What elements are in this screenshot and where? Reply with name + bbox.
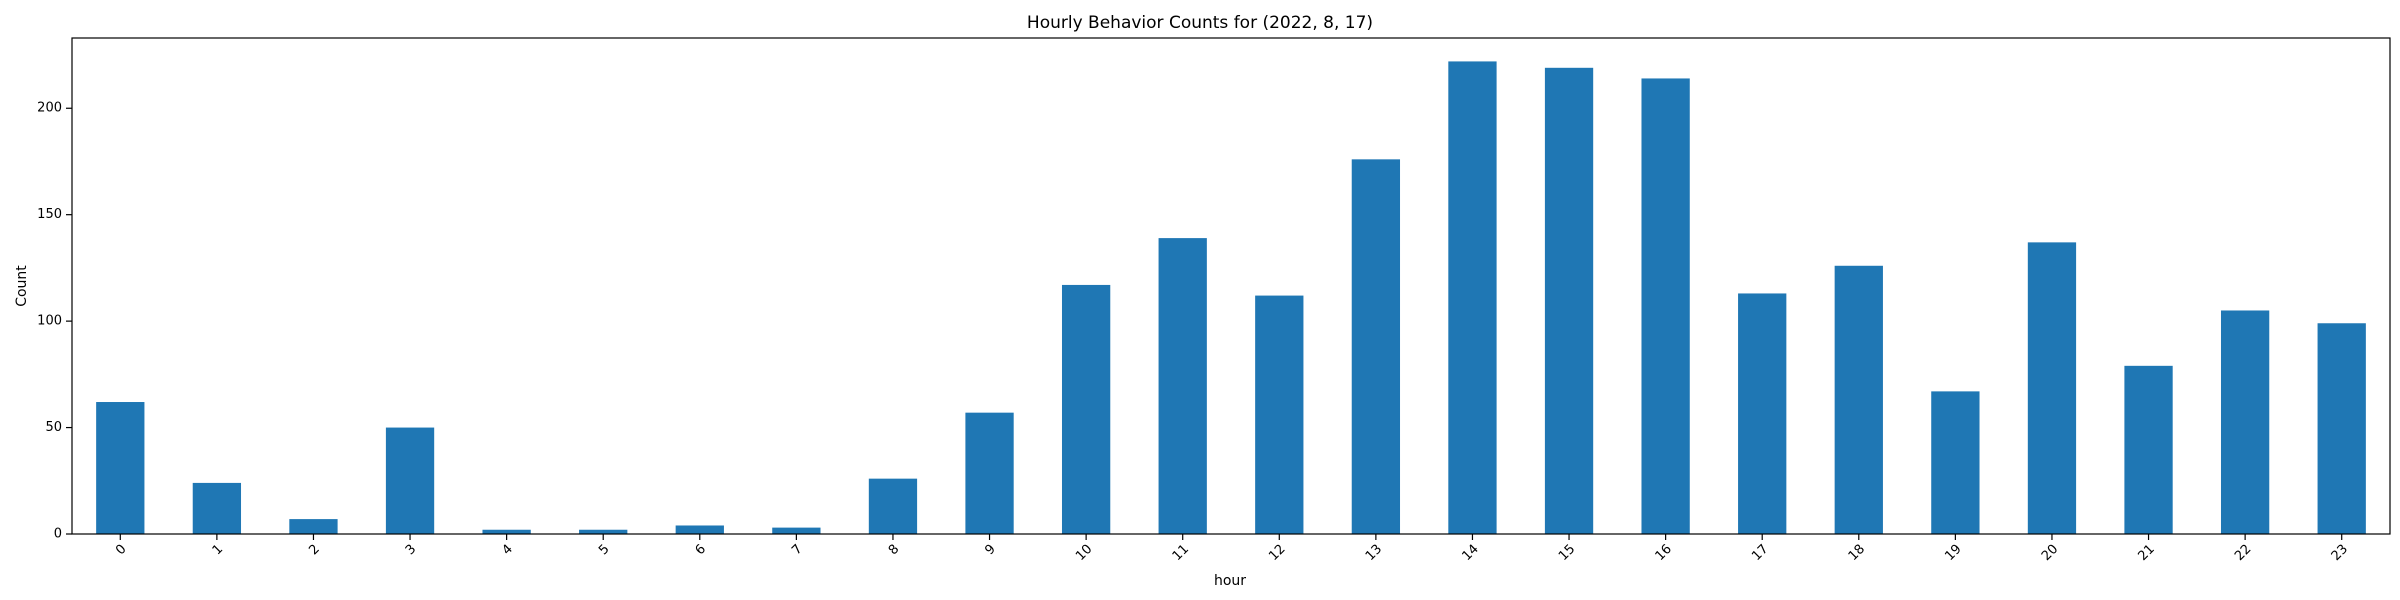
bar-hour-7 (772, 527, 821, 534)
bar-hour-20 (2027, 242, 2077, 534)
x-tick-label: 11 (1170, 542, 1192, 564)
bar-hour-13 (1351, 159, 1401, 534)
bar-hour-23 (2317, 323, 2366, 534)
x-tick-label: 5 (596, 542, 612, 558)
x-tick-label: 0 (113, 542, 129, 558)
bar-hour-8 (868, 478, 918, 534)
x-tick-label: 6 (693, 542, 709, 558)
bar-hour-3 (385, 427, 435, 534)
x-tick-label: 9 (982, 542, 998, 558)
bar-hour-22 (2220, 310, 2270, 534)
x-tick-label: 23 (2329, 542, 2351, 564)
x-tick-label: 21 (2136, 542, 2158, 564)
bar-hour-2 (289, 519, 338, 534)
x-tick-label: 18 (1846, 542, 1868, 564)
x-tick-label: 19 (1942, 542, 1964, 564)
y-tick-label: 0 (54, 527, 62, 542)
bar-hour-17 (1738, 293, 1787, 534)
chart-title: Hourly Behavior Counts for (2022, 8, 17) (1027, 13, 1373, 33)
bar-hour-15 (1544, 67, 1594, 534)
bars (96, 61, 2366, 534)
y-tick-label: 50 (45, 420, 62, 435)
bar-hour-6 (675, 525, 724, 534)
bar-hour-11 (1158, 238, 1207, 534)
y-axis-label: Count (14, 265, 30, 307)
bar-hour-9 (965, 412, 1014, 534)
x-tick-label: 14 (1459, 542, 1481, 564)
bar-hour-19 (1931, 391, 1980, 534)
bar-hour-4 (482, 529, 531, 534)
x-tick-label: 22 (2232, 542, 2254, 564)
x-tick-label: 16 (1653, 542, 1675, 564)
plot-frame (71, 37, 2391, 535)
y-tick-label: 100 (37, 314, 62, 329)
x-tick-label: 12 (1266, 542, 1288, 564)
bar-hour-10 (1061, 284, 1111, 534)
x-tick-label: 13 (1363, 542, 1385, 564)
bar-hour-16 (1641, 78, 1690, 534)
y-tick-label: 150 (37, 207, 62, 222)
bar-hour-0 (96, 402, 145, 534)
x-axis: 0 1 2 3 4 5 6 7 8 9 10 11 12 13 14 15 16 17 18 19 20 21 22 23 (113, 534, 2351, 564)
x-tick-label: 3 (403, 542, 419, 558)
x-tick-label: 10 (1073, 542, 1095, 564)
bar-hour-18 (1834, 265, 1883, 534)
x-tick-label: 20 (2039, 542, 2061, 564)
x-tick-label: 15 (1556, 542, 1578, 564)
x-tick-label: 17 (1749, 542, 1771, 564)
y-tick-label: 200 (37, 101, 62, 116)
bar-hour-21 (2124, 365, 2173, 534)
bar-hour-1 (192, 482, 242, 534)
x-tick-label: 1 (210, 542, 226, 558)
y-axis: 0 50 100 150 200 (37, 101, 72, 542)
x-tick-label: 8 (886, 542, 902, 558)
x-axis-label: hour (1214, 573, 1246, 589)
x-tick-label: 2 (306, 542, 322, 558)
bar-hour-12 (1255, 295, 1304, 534)
bar-hour-14 (1448, 61, 1497, 534)
x-tick-label: 4 (499, 542, 515, 558)
bar-hour-5 (579, 529, 628, 534)
x-tick-label: 7 (789, 542, 805, 558)
